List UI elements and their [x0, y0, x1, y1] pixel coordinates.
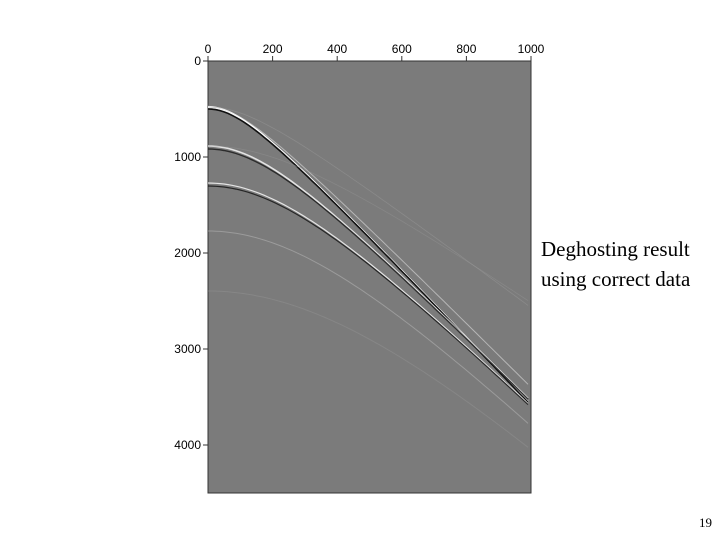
- seismic-panel: [207, 60, 532, 494]
- seismic-event: [208, 230, 529, 424]
- y-tick-label: 1000: [174, 150, 201, 164]
- seismic-event: [208, 148, 529, 400]
- x-tick-label: 0: [205, 42, 212, 56]
- seismic-event: [208, 145, 529, 301]
- seismic-event: [208, 290, 529, 448]
- annotation: Deghosting result: [541, 237, 690, 261]
- y-tick-label: 3000: [174, 342, 201, 356]
- x-tick-label: 400: [327, 42, 347, 56]
- x-tick-label: 800: [456, 42, 476, 56]
- y-tick-label: 0: [194, 54, 201, 68]
- x-tick-label: 1000: [518, 42, 545, 56]
- seismic-events: [208, 105, 529, 448]
- x-tick-label: 200: [263, 42, 283, 56]
- y-tick-label: 2000: [174, 246, 201, 260]
- page-number: 19: [699, 515, 712, 530]
- x-tick-label: 600: [392, 42, 412, 56]
- annotation: using correct data: [541, 267, 691, 291]
- seismic-event: [208, 106, 529, 385]
- seismic-event: [208, 106, 529, 306]
- seismic-event: [208, 182, 529, 404]
- y-tick-label: 4000: [174, 438, 201, 452]
- seismic-event: [208, 185, 529, 405]
